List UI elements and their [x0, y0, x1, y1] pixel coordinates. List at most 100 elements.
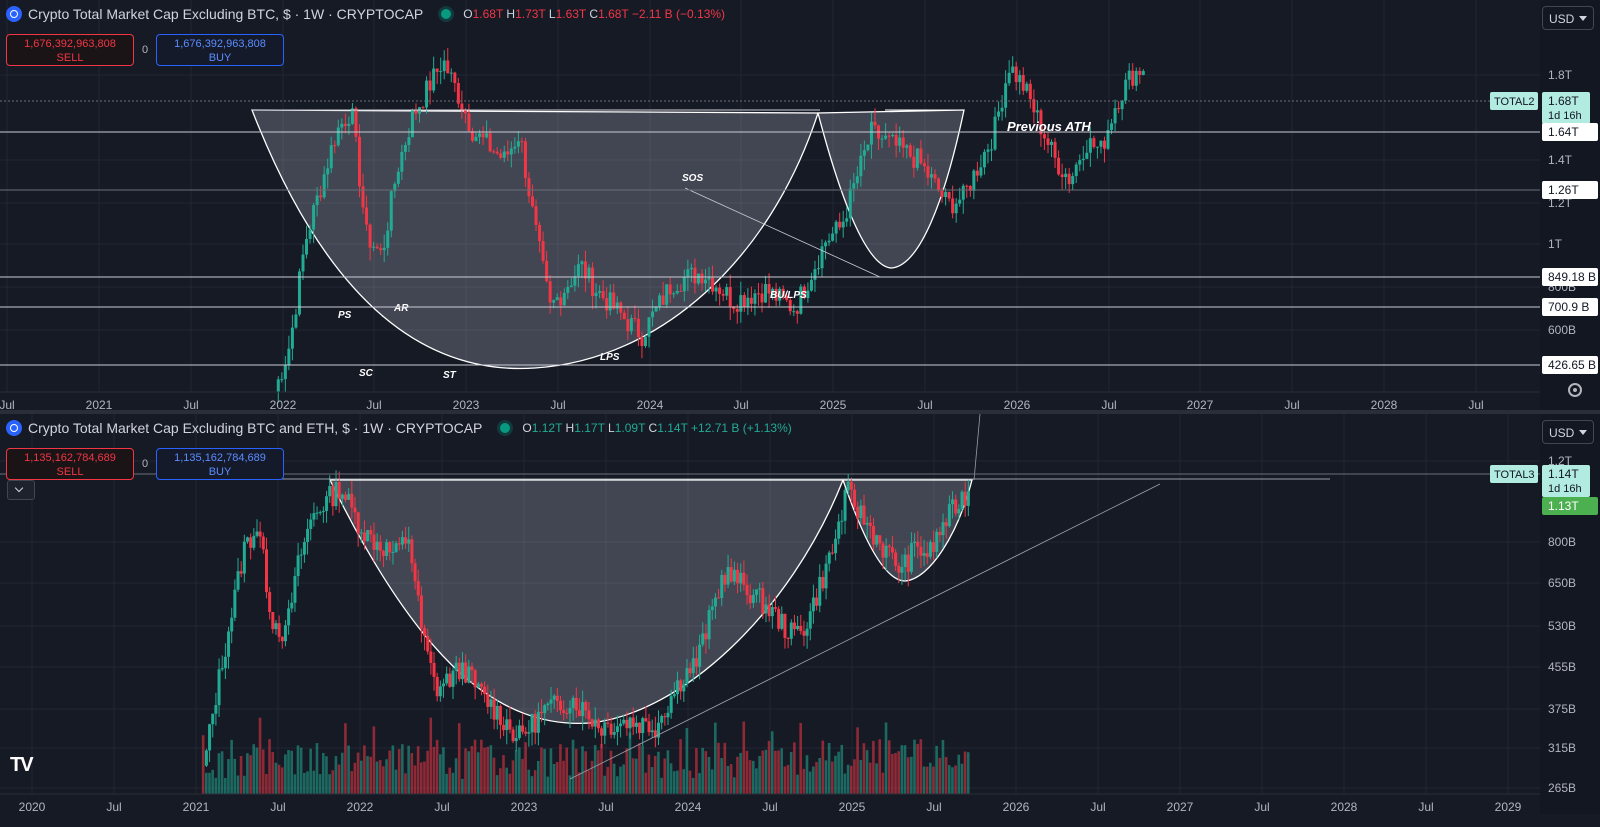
- candle-body: [701, 633, 705, 645]
- candle-body: [713, 597, 717, 607]
- candle-body: [601, 290, 605, 299]
- volume-bar: [290, 750, 293, 794]
- x-tick-label: Jul: [1254, 800, 1269, 814]
- chart-pane-total2[interactable]: Previous ATH SOS PS AR SC ST LPS BU/LPS Jul 2021 J…: [0, 0, 1600, 410]
- candle-body: [404, 537, 408, 544]
- x-tick-label: 2021: [183, 800, 210, 814]
- price-tag-text: 1.26T: [1548, 183, 1579, 197]
- candle-body: [880, 138, 884, 140]
- volume-bar: [397, 749, 401, 794]
- sell-button[interactable]: 1,676,392,963,808 SELL: [6, 34, 134, 66]
- volume-bar: [464, 748, 467, 794]
- x-tick-label: Jul: [1090, 800, 1105, 814]
- volume-bar: [755, 768, 758, 794]
- candle-body: [319, 195, 323, 198]
- volume-bar: [742, 721, 746, 794]
- volume-bar: [293, 774, 297, 794]
- candle-body: [524, 731, 528, 734]
- y-tick-label: 530B: [1548, 619, 1576, 633]
- volume-bar: [913, 739, 916, 794]
- candle-body: [742, 572, 746, 585]
- candle-body: [502, 151, 506, 158]
- candle-body: [631, 717, 635, 727]
- chart-canvas-total2[interactable]: Previous ATH SOS PS AR SC ST LPS BU/LPS Jul 2021 J…: [0, 0, 1600, 410]
- symbol-icon[interactable]: [6, 420, 22, 436]
- currency-select[interactable]: USD: [1542, 420, 1594, 444]
- symbol-title[interactable]: Crypto Total Market Cap Excluding BTC, $…: [28, 6, 424, 22]
- candle-body: [679, 290, 683, 292]
- candle-body: [600, 728, 604, 736]
- symbol-icon[interactable]: [6, 6, 22, 22]
- visibility-eye-icon[interactable]: [441, 9, 452, 19]
- sell-price: 1,676,392,963,808: [24, 38, 116, 50]
- x-tick-label: 2025: [820, 398, 847, 410]
- buy-button[interactable]: 1,676,392,963,808 BUY: [156, 34, 284, 66]
- volume-bar: [900, 745, 904, 794]
- candle-body: [252, 535, 256, 548]
- candle-body: [549, 699, 553, 704]
- candle-body: [890, 547, 894, 553]
- price-tag: [1542, 92, 1590, 124]
- chart-pane-total3[interactable]: 2020 Jul 2021 Jul 2022 Jul 2023 Jul 2024 Jul 2025 J…: [0, 414, 1600, 827]
- volume-bar: [356, 752, 360, 794]
- candle-body: [915, 148, 919, 168]
- volume-bar: [280, 767, 284, 794]
- candle-body: [961, 185, 965, 200]
- candle-body: [333, 145, 337, 147]
- candle-body: [587, 710, 591, 720]
- buy-button[interactable]: 1,135,162,784,689 BUY: [156, 448, 284, 480]
- candle-body: [451, 670, 455, 687]
- candle-body: [619, 723, 623, 727]
- candle-body: [900, 567, 904, 573]
- candle-body: [679, 680, 683, 692]
- candle-body: [321, 510, 325, 513]
- symbol-title[interactable]: Crypto Total Market Cap Excluding BTC an…: [28, 420, 483, 436]
- volume-bar: [489, 745, 493, 794]
- candle-body: [746, 297, 750, 307]
- candle-body: [1035, 110, 1039, 113]
- x-tick-label: 2025: [839, 800, 866, 814]
- volume-bar: [846, 764, 850, 794]
- candle-body: [591, 267, 595, 297]
- settings-gear-icon[interactable]: [1568, 383, 1582, 397]
- candle-body: [492, 699, 496, 720]
- x-tick-label: Jul: [366, 398, 381, 410]
- sell-button[interactable]: 1,135,162,784,689 SELL: [6, 448, 134, 480]
- candle-body: [720, 574, 724, 599]
- currency-select[interactable]: USD: [1542, 6, 1594, 30]
- y-tick-label: 315B: [1548, 741, 1576, 755]
- x-tick-label: 2021: [86, 398, 113, 410]
- candle-body: [668, 284, 672, 295]
- close-label: C: [648, 421, 658, 435]
- pane-divider[interactable]: [0, 410, 1600, 414]
- volume-bar: [682, 769, 686, 794]
- open-value: 1.68T: [472, 7, 504, 21]
- volume-bar: [603, 775, 606, 794]
- candle-body: [830, 552, 834, 554]
- y-tick-label: 265B: [1548, 781, 1576, 795]
- candle-body: [365, 207, 369, 225]
- volume-bar: [407, 745, 410, 794]
- candle-body: [859, 505, 863, 519]
- volume-bar: [619, 766, 622, 794]
- volume-bar: [906, 757, 910, 794]
- volume-bar: [492, 757, 496, 794]
- candle-body: [944, 191, 948, 198]
- candle-body: [665, 284, 669, 305]
- chart-canvas-total3[interactable]: 2020 Jul 2021 Jul 2022 Jul 2023 Jul 2024 Jul 2025 J…: [0, 414, 1600, 827]
- volume-bar: [830, 761, 834, 794]
- candle-body: [881, 543, 885, 558]
- candle-body: [1095, 146, 1099, 148]
- volume-bar: [426, 750, 429, 794]
- visibility-eye-icon[interactable]: [500, 423, 511, 433]
- candle-body: [520, 141, 524, 143]
- candle-body: [714, 287, 718, 292]
- volume-bar: [638, 743, 641, 794]
- volume-bar: [518, 747, 521, 794]
- volume-bar: [799, 723, 802, 794]
- candle-body: [688, 668, 692, 674]
- candle-body: [848, 188, 852, 219]
- volume-bar: [562, 760, 565, 794]
- candle-body: [852, 183, 856, 189]
- chevron-down-icon[interactable]: [7, 480, 35, 500]
